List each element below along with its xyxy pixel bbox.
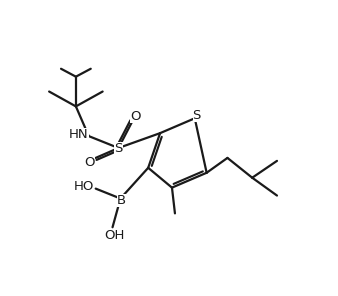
Text: S: S bbox=[114, 141, 123, 155]
Text: O: O bbox=[84, 156, 95, 169]
Text: S: S bbox=[193, 109, 201, 122]
Text: HO: HO bbox=[74, 180, 94, 193]
Text: O: O bbox=[130, 110, 141, 123]
Text: OH: OH bbox=[104, 229, 125, 242]
Text: HN: HN bbox=[69, 128, 89, 141]
Text: B: B bbox=[117, 194, 126, 207]
